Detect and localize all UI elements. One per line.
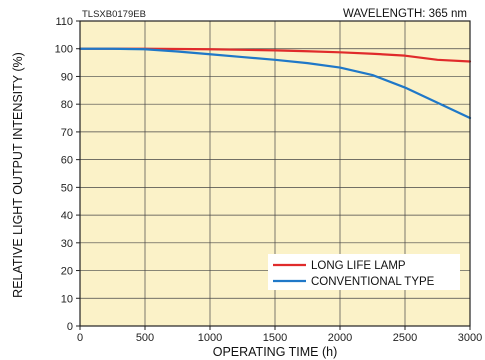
- x-axis-title: OPERATING TIME (h): [213, 345, 338, 359]
- x-tick-label: 500: [136, 332, 154, 344]
- legend: LONG LIFE LAMP CONVENTIONAL TYPE: [268, 254, 460, 290]
- y-tick-label: 70: [61, 127, 73, 139]
- code-label: TLSXB0179EB: [82, 9, 146, 20]
- ticks: 0 500 1000 1500 2000 2500 3000 0 10 20 30 40 50 60 70 8…: [55, 16, 483, 344]
- legend-label-conventional-type: CONVENTIONAL TYPE: [311, 276, 435, 288]
- x-tick-label: 1500: [263, 332, 287, 344]
- legend-label-long-life-lamp: LONG LIFE LAMP: [311, 260, 406, 272]
- y-tick-label: 100: [55, 44, 73, 56]
- series-line-conventional-type: [78, 47, 472, 120]
- y-tick-label: 20: [61, 266, 73, 278]
- y-tick-label: 0: [67, 321, 73, 333]
- x-tick-label: 2500: [393, 332, 417, 344]
- y-tick-label: 90: [61, 71, 73, 83]
- y-tick-label: 50: [61, 182, 73, 194]
- y-tick-label: 60: [61, 155, 73, 167]
- y-tick-label: 10: [61, 293, 73, 305]
- x-tick-label: 3000: [458, 332, 482, 344]
- y-tick-label: 40: [61, 210, 73, 222]
- y-axis-title: RELATIVE LIGHT OUTPUT INTENSITY (%): [11, 52, 25, 298]
- series-layer: [78, 47, 472, 120]
- y-tick-label: 30: [61, 238, 73, 250]
- wavelength-annotation: WAVELENGTH: 365 nm: [343, 8, 467, 20]
- x-tick-label: 0: [77, 332, 83, 344]
- legend-box: [268, 254, 460, 290]
- x-tick-label: 1000: [198, 332, 222, 344]
- grid: [80, 21, 470, 326]
- x-tick-label: 2000: [328, 332, 352, 344]
- y-tick-label: 80: [61, 99, 73, 111]
- y-tick-label: 110: [55, 16, 73, 28]
